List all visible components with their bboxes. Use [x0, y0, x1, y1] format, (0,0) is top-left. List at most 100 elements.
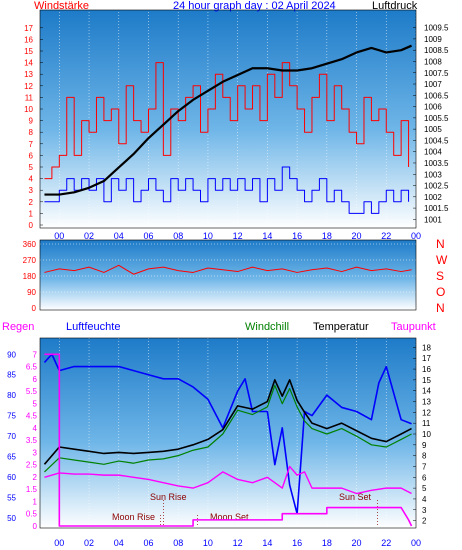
x-tick-label-top: 06 — [143, 231, 153, 241]
y-tick-label-temperature: 2 — [422, 517, 427, 526]
x-tick-label-bottom: 14 — [262, 538, 272, 548]
x-tick-label-bottom: 02 — [84, 538, 94, 548]
y-tick-label-temperature: 8 — [422, 452, 427, 461]
y-tick-label-pressure: 1003.5 — [424, 159, 449, 168]
y-tick-label-temperature: 15 — [422, 376, 431, 385]
y-tick-label-humidity: 80 — [7, 391, 16, 400]
compass-n-bottom: N — [436, 301, 445, 315]
y-tick-label-rain: 5 — [33, 399, 38, 408]
y-tick-label-temperature: 4 — [422, 495, 427, 504]
y-tick-label-pressure: 1008.5 — [424, 46, 449, 55]
pressure-title: Luftdruck — [372, 0, 418, 12]
temperatur-label: Temperatur — [313, 321, 369, 333]
y-tick-label-wind: 13 — [24, 70, 33, 79]
y-tick-label-temperature: 6 — [422, 473, 427, 482]
wind-title: Windstärke — [34, 0, 89, 12]
y-tick-label-wind: 12 — [24, 82, 33, 91]
y-tick-label-pressure: 1008 — [424, 57, 442, 66]
x-tick-label-top: 00 — [411, 231, 421, 241]
sun-set-label: Sun Set — [339, 492, 372, 502]
y-tick-label-pressure: 1007 — [424, 80, 442, 89]
y-tick-label-pressure: 1006 — [424, 103, 442, 112]
y-tick-label-rain: 6 — [33, 375, 38, 384]
y-tick-label-direction: 360 — [23, 240, 37, 249]
y-tick-label-temperature: 7 — [422, 462, 427, 471]
compass-s: S — [436, 269, 444, 283]
y-tick-label-pressure: 1009.5 — [424, 24, 449, 33]
y-tick-label-direction: 90 — [27, 288, 36, 297]
x-tick-label-bottom: 18 — [322, 538, 332, 548]
y-tick-label-direction: 0 — [32, 304, 37, 313]
y-tick-label-rain: 0.5 — [26, 510, 38, 519]
x-tick-label-bottom: 22 — [381, 538, 391, 548]
moon-set-label: Moon Set — [210, 512, 249, 522]
x-tick-label-bottom: 08 — [173, 538, 183, 548]
y-tick-label-wind: 0 — [29, 221, 34, 230]
windchill-label: Windchill — [245, 321, 289, 333]
y-tick-label-rain: 1 — [33, 497, 38, 506]
regen-label: Regen — [2, 321, 34, 333]
y-tick-label-pressure: 1003 — [424, 170, 442, 179]
y-tick-label-wind: 10 — [24, 105, 33, 114]
x-tick-label-bottom: 16 — [292, 538, 302, 548]
panel-bottom-bg — [40, 338, 416, 528]
y-tick-label-wind: 9 — [29, 117, 34, 126]
y-tick-label-pressure: 1005.5 — [424, 114, 449, 123]
y-tick-label-temperature: 10 — [422, 430, 431, 439]
taupunkt-label: Taupunkt — [391, 321, 436, 333]
y-tick-label-temperature: 17 — [422, 354, 431, 363]
y-tick-label-rain: 2.5 — [26, 461, 38, 470]
y-tick-label-rain: 3 — [33, 448, 38, 457]
y-tick-label-wind: 11 — [25, 93, 34, 102]
series-wind-speed — [44, 62, 410, 180]
x-tick-label-bottom: 00 — [54, 538, 64, 548]
sun-rise-label: Sun Rise — [150, 492, 187, 502]
series-wind-direction — [44, 264, 412, 275]
series-windchill — [44, 384, 412, 473]
panel-top-bg — [40, 10, 416, 228]
y-tick-label-humidity: 65 — [7, 452, 16, 461]
y-tick-label-direction: 270 — [23, 256, 37, 265]
x-tick-label-bottom: 12 — [233, 538, 243, 548]
y-tick-label-wind: 4 — [29, 175, 34, 184]
y-tick-label-pressure: 1009 — [424, 35, 442, 44]
y-tick-label-temperature: 14 — [422, 387, 431, 396]
y-tick-label-humidity: 50 — [7, 514, 16, 523]
y-tick-label-temperature: 16 — [422, 365, 431, 374]
y-tick-label-temperature: 12 — [422, 408, 431, 417]
panel-top-frame — [39, 9, 417, 229]
x-tick-label-top: 12 — [233, 231, 243, 241]
luftfeuchte-label: Luftfeuchte — [66, 321, 120, 333]
compass-n-top: N — [436, 237, 445, 251]
y-tick-label-pressure: 1005 — [424, 125, 442, 134]
y-tick-label-wind: 1 — [29, 209, 34, 218]
series-temperature — [43, 379, 412, 465]
x-tick-label-top: 10 — [203, 231, 213, 241]
y-tick-label-rain: 3.5 — [26, 436, 38, 445]
y-tick-label-pressure: 1006.5 — [424, 91, 449, 100]
x-tick-label-bottom: 06 — [143, 538, 153, 548]
y-tick-label-temperature: 3 — [422, 506, 427, 515]
panel-bottom-frame — [39, 337, 417, 529]
x-tick-label-top: 04 — [114, 231, 124, 241]
panel-mid-bg — [40, 240, 416, 310]
graph-title: 24 hour graph day : 02 April 2024 — [173, 0, 336, 12]
x-tick-label-top: 20 — [352, 231, 362, 241]
y-tick-label-rain: 7 — [33, 350, 38, 359]
x-tick-label-bottom: 20 — [352, 538, 362, 548]
series-rain — [44, 353, 413, 527]
x-tick-label-top: 14 — [262, 231, 272, 241]
x-tick-label-top: 18 — [322, 231, 332, 241]
y-tick-label-rain: 5.5 — [26, 387, 38, 396]
y-tick-label-temperature: 9 — [422, 441, 427, 450]
compass-o: O — [436, 285, 445, 299]
y-tick-label-wind: 7 — [29, 140, 34, 149]
y-tick-label-pressure: 1002 — [424, 193, 442, 202]
y-tick-label-rain: 2 — [33, 473, 38, 482]
y-tick-label-temperature: 13 — [422, 398, 431, 407]
x-tick-label-top: 22 — [381, 231, 391, 241]
series-wind-gust — [44, 166, 410, 214]
y-tick-label-wind: 15 — [24, 47, 33, 56]
